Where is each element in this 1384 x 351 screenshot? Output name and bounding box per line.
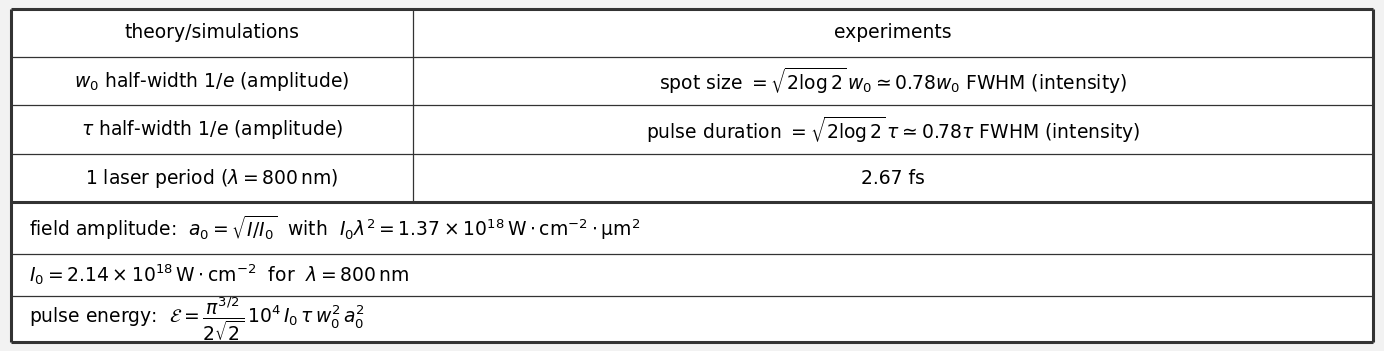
Text: $\tau$ half-width $1/e$ (amplitude): $\tau$ half-width $1/e$ (amplitude) <box>80 118 343 141</box>
Text: $w_0$ half-width $1/e$ (amplitude): $w_0$ half-width $1/e$ (amplitude) <box>75 70 350 93</box>
Text: spot size $= \sqrt{2\log 2}\,w_0 \simeq 0.78w_0$ FWHM (intensity): spot size $= \sqrt{2\log 2}\,w_0 \simeq … <box>659 66 1127 97</box>
Text: 2.67 fs: 2.67 fs <box>861 168 925 187</box>
Text: 1 laser period ($\lambda = 800\,\mathrm{nm}$): 1 laser period ($\lambda = 800\,\mathrm{… <box>86 166 339 190</box>
Text: field amplitude:  $a_0 = \sqrt{I/I_0}$  with  $I_0\lambda^2 = 1.37 \times 10^{18: field amplitude: $a_0 = \sqrt{I/I_0}$ wi… <box>29 214 641 243</box>
Text: pulse energy:  $\mathcal{E} = \dfrac{\pi^{3/2}}{2\sqrt{2}}\,10^4\,I_0\,\tau\,w_0: pulse energy: $\mathcal{E} = \dfrac{\pi^… <box>29 295 365 343</box>
Text: pulse duration $= \sqrt{2\log 2}\,\tau \simeq 0.78\tau$ FWHM (intensity): pulse duration $= \sqrt{2\log 2}\,\tau \… <box>645 114 1140 145</box>
Text: theory/simulations: theory/simulations <box>125 24 299 42</box>
Text: $I_0 = 2.14 \times 10^{18}\,\mathrm{W \cdot cm^{-2}}$  for  $\lambda = 800\,\mat: $I_0 = 2.14 \times 10^{18}\,\mathrm{W \c… <box>29 262 410 287</box>
Text: experiments: experiments <box>835 24 952 42</box>
